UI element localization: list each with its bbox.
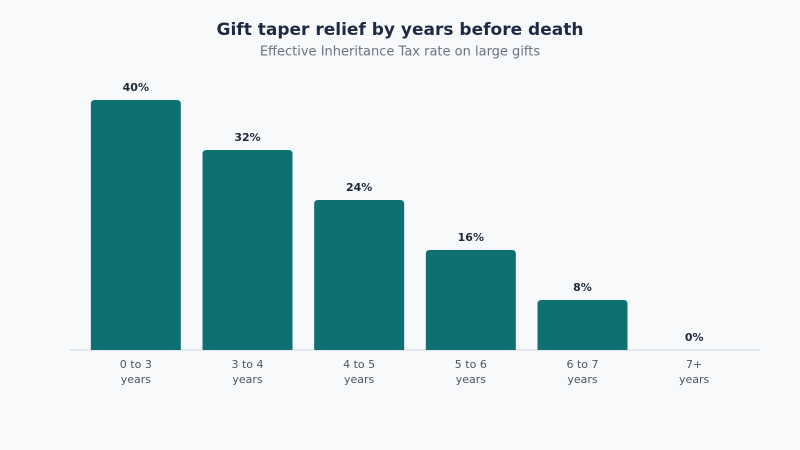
- bar: [314, 200, 405, 350]
- bar: [537, 300, 628, 350]
- x-tick-label: 4 to 5 years: [343, 358, 376, 386]
- value-label: 32%: [234, 131, 260, 144]
- x-tick-label: 7+ years: [679, 358, 710, 386]
- bar: [90, 100, 181, 350]
- value-label: 8%: [573, 281, 592, 294]
- value-label: 24%: [346, 181, 372, 194]
- bar: [202, 150, 293, 350]
- bar: [425, 250, 516, 350]
- x-tick-label: 5 to 6 years: [454, 358, 487, 386]
- x-tick-label: 3 to 4 years: [231, 358, 264, 386]
- value-label: 40%: [123, 81, 149, 94]
- value-label: 0%: [685, 331, 704, 344]
- x-tick-label: 0 to 3 years: [119, 358, 152, 386]
- chart-subtitle: Effective Inheritance Tax rate on large …: [260, 45, 541, 60]
- value-label: 16%: [458, 231, 484, 244]
- chart-title: Gift taper relief by years before death: [217, 20, 584, 40]
- x-tick-label: 6 to 7 years: [566, 358, 599, 386]
